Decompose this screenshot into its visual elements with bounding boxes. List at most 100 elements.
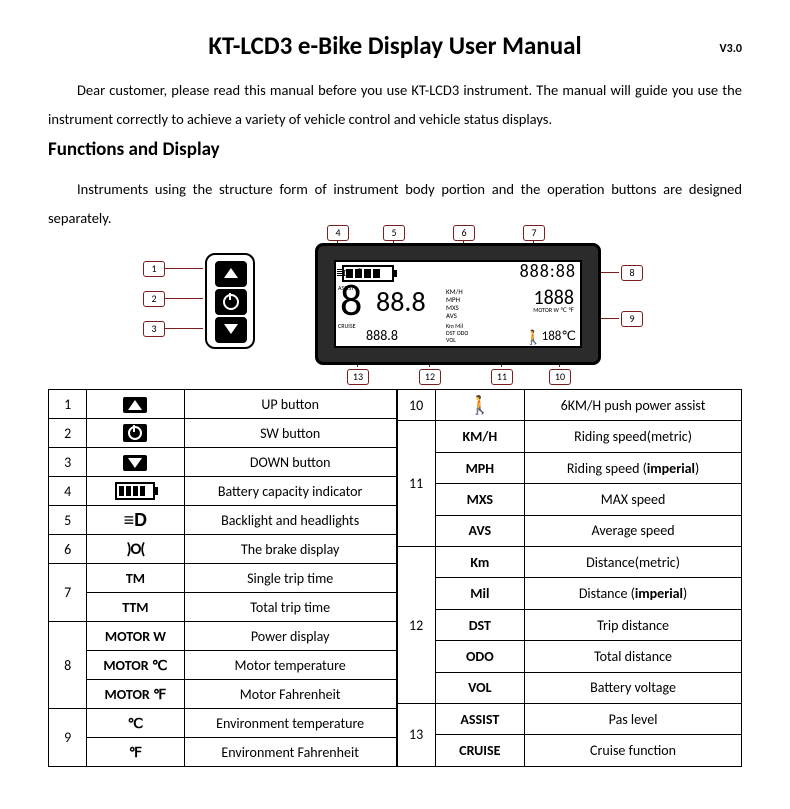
callout-5: 5 <box>383 225 405 241</box>
screen-distance: 888.8 <box>366 327 398 344</box>
row-icon-cell: MOTOR ℃ <box>87 651 184 680</box>
row-desc: Backlight and headlights <box>184 506 396 535</box>
screen-watt-labels: MOTOR W ℃ ℉ <box>533 306 574 314</box>
row-desc: Battery voltage <box>525 672 742 703</box>
row-desc: Motor temperature <box>184 651 396 680</box>
row-number: 7 <box>49 564 87 622</box>
row-desc: Environment Fahrenheit <box>184 738 396 767</box>
row-desc: MAX speed <box>525 484 742 515</box>
functions-table: 1UP button2SW button3DOWN button4Battery… <box>48 389 742 767</box>
row-label: ℉ <box>129 744 142 761</box>
row-number: 11 <box>397 421 435 547</box>
lead-line <box>165 328 203 329</box>
table-row: MPHRiding speed (imperial) <box>397 452 741 483</box>
row-icon-cell <box>87 448 184 477</box>
row-icon-cell: Mil <box>435 578 525 609</box>
row-label: ODO <box>466 648 494 665</box>
row-label: CRUISE <box>459 742 500 759</box>
walk-assist-icon: 🚶 <box>469 394 491 416</box>
row-desc: Pas level <box>525 704 742 735</box>
headlight-icon: ≡D <box>124 510 148 531</box>
row-icon-cell: MOTOR ℉ <box>87 680 184 709</box>
row-desc: Total trip time <box>184 593 396 622</box>
table-row: DSTTrip distance <box>397 609 741 640</box>
table-row: 11KM/HRiding speed(metric) <box>397 421 741 452</box>
row-number: 2 <box>49 419 87 448</box>
callout-12: 12 <box>419 369 441 385</box>
callout-2: 2 <box>143 291 165 307</box>
table-row: ℉ Environment Fahrenheit <box>49 738 397 767</box>
row-icon-cell: MOTOR W <box>87 622 184 651</box>
table-row: 9℃Environment temperature <box>49 709 397 738</box>
table-row: MXSMAX speed <box>397 484 741 515</box>
row-label: MOTOR W <box>105 628 166 645</box>
table-row: 7TMSingle trip time <box>49 564 397 593</box>
screen-speed: 88.8 <box>376 284 426 319</box>
row-desc: The brake display <box>184 535 396 564</box>
table-row: VOLBattery voltage <box>397 672 741 703</box>
table-row: 1UP button <box>49 390 397 419</box>
row-number: 10 <box>397 390 435 421</box>
callout-11: 11 <box>491 369 513 385</box>
row-number: 3 <box>49 448 87 477</box>
row-desc: Motor Fahrenheit <box>184 680 396 709</box>
table-row: 12KmDistance(metric) <box>397 547 741 578</box>
row-number: 8 <box>49 622 87 709</box>
table-row: 13ASSISTPas level <box>397 704 741 735</box>
row-icon-cell: TTM <box>87 593 184 622</box>
table-row: 2SW button <box>49 419 397 448</box>
row-icon-cell: TM <box>87 564 184 593</box>
table-row: MOTOR ℉Motor Fahrenheit <box>49 680 397 709</box>
power-button-icon <box>215 289 247 315</box>
table-row: 4Battery capacity indicator <box>49 477 397 506</box>
row-desc: Average speed <box>525 515 742 546</box>
lead-line <box>165 298 203 299</box>
row-label: ASSIST <box>460 711 499 728</box>
row-desc: 6KM/H push power assist <box>525 390 742 421</box>
display-unit: ≣D ⋅ ꐕ 888:88 ASSIST 8 88.8 KM/H MPH MXS… <box>315 243 601 365</box>
callout-4: 4 <box>327 225 349 241</box>
callout-13: 13 <box>347 369 369 385</box>
row-icon-cell <box>87 390 184 419</box>
device-diagram: 1 2 3 4 5 6 7 8 9 13 12 11 10 <box>135 225 655 385</box>
down-arrow-icon <box>123 455 147 471</box>
row-icon-cell: ℃ <box>87 709 184 738</box>
row-icon-cell: DST <box>435 609 525 640</box>
intro-paragraph: Dear customer, please read this manual b… <box>48 76 742 134</box>
table-row: MilDistance (imperial) <box>397 578 741 609</box>
row-icon-cell: ODO <box>435 641 525 672</box>
title-row: KT-LCD3 e-Bike Display User Manual V3.0 <box>48 30 742 61</box>
row-icon-cell: )O( <box>87 535 184 564</box>
row-icon-cell: ℉ <box>87 738 184 767</box>
row-icon-cell: AVS <box>435 515 525 546</box>
row-number: 6 <box>49 535 87 564</box>
row-label: MOTOR ℃ <box>103 657 167 674</box>
row-icon-cell: ≡D <box>87 506 184 535</box>
row-icon-cell <box>87 419 184 448</box>
table-row: 8MOTOR WPower display <box>49 622 397 651</box>
battery-icon <box>115 482 155 500</box>
brake-icon: )O( <box>127 540 145 559</box>
row-label: KM/H <box>462 428 497 445</box>
up-arrow-icon <box>123 397 147 413</box>
table-row: AVS Average speed <box>397 515 741 546</box>
row-icon-cell: Km <box>435 547 525 578</box>
row-label: Mil <box>470 585 489 602</box>
row-icon-cell: CRUISE <box>435 735 525 766</box>
callout-7: 7 <box>523 225 545 241</box>
row-label: AVS <box>469 522 492 539</box>
remote-pad <box>205 253 255 349</box>
cruise-label: CRUISE <box>338 322 356 330</box>
row-desc: Riding speed(metric) <box>525 421 742 452</box>
down-button-icon <box>215 317 247 343</box>
screen-time: 888:88 <box>520 260 576 282</box>
row-desc: UP button <box>184 390 396 419</box>
callout-8: 8 <box>621 265 643 281</box>
row-icon-cell: MXS <box>435 484 525 515</box>
row-label: TTM <box>122 599 148 616</box>
row-label: TM <box>126 570 145 587</box>
lcd-screen: ≣D ⋅ ꐕ 888:88 ASSIST 8 88.8 KM/H MPH MXS… <box>334 260 582 348</box>
table-row: ODOTotal distance <box>397 641 741 672</box>
walk-icon: 🚶 <box>525 329 542 346</box>
row-number: 12 <box>397 547 435 704</box>
